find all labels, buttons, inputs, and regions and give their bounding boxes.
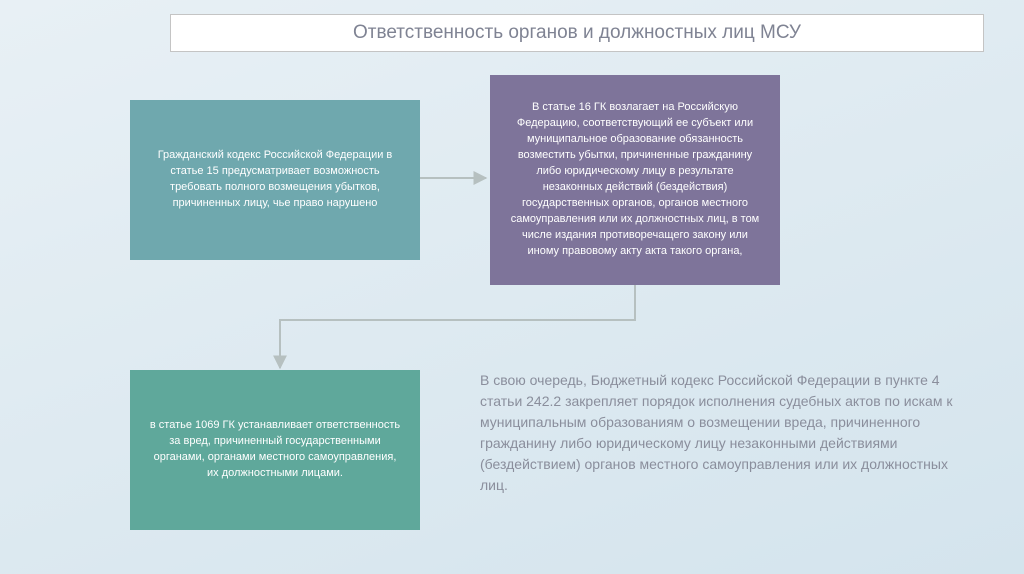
box-article-16: В статье 16 ГК возлагает на Российскую Ф… <box>490 75 780 285</box>
page-title: Ответственность органов и должностных ли… <box>353 22 801 44</box>
box-article-15-text: Гражданский кодекс Российской Федерации … <box>148 148 402 212</box>
body-paragraph: В свою очередь, Бюджетный кодекс Российс… <box>480 370 960 496</box>
connector-1 <box>420 168 490 188</box>
box-article-16-text: В статье 16 ГК возлагает на Российскую Ф… <box>508 100 762 259</box>
box-article-1069-text: в статье 1069 ГК устанавливает ответстве… <box>148 418 402 482</box>
connector-2 <box>260 285 660 375</box>
box-article-1069: в статье 1069 ГК устанавливает ответстве… <box>130 370 420 530</box>
box-article-15: Гражданский кодекс Российской Федерации … <box>130 100 420 260</box>
title-bar: Ответственность органов и должностных ли… <box>170 14 984 52</box>
